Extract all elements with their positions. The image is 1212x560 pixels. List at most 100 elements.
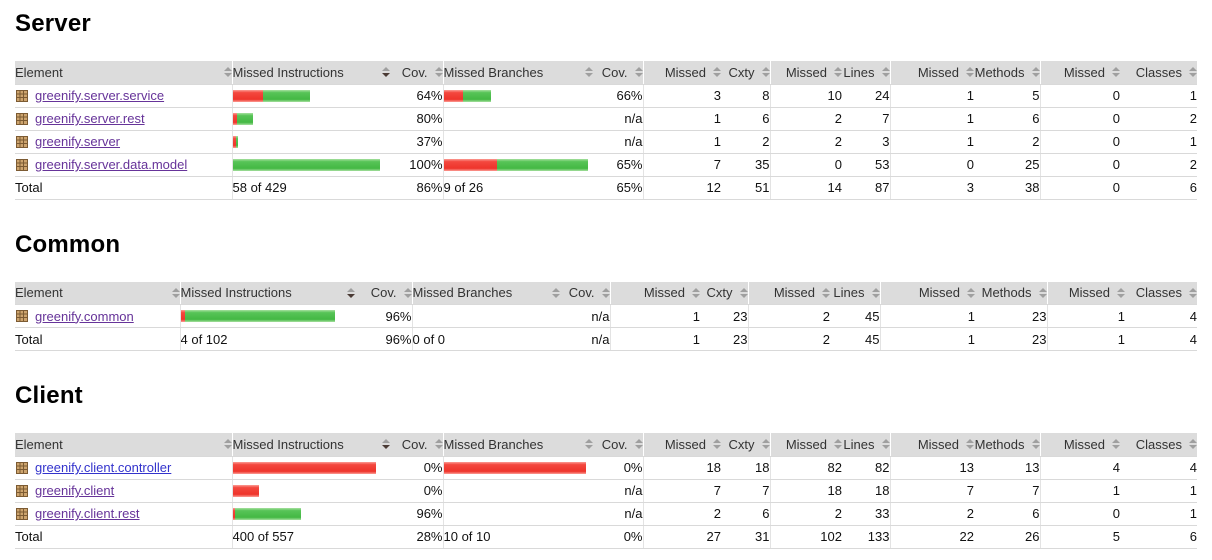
- total-missed-instructions: 4 of 102: [179, 327, 355, 351]
- total-row: Total 58 of 429 86% 9 of 26 65% 12 51 14…: [15, 176, 1197, 200]
- total-row: Total 400 of 557 28% 10 of 10 0% 27 31 1…: [15, 525, 1197, 549]
- total-missed-lines: 2: [747, 327, 830, 351]
- col-header-classes[interactable]: Classes: [1120, 433, 1197, 457]
- col-header-missed-branches[interactable]: Missed Branches: [411, 281, 560, 305]
- col-header-cxty[interactable]: Cxty: [700, 281, 748, 305]
- total-missed-branches: 9 of 26: [442, 176, 593, 200]
- package-link[interactable]: greenify.client.rest: [35, 506, 140, 521]
- sort-icon: [1117, 287, 1125, 298]
- col-header-missed-classes[interactable]: Missed: [1046, 281, 1125, 305]
- branches-coverage-cell: 0%: [593, 456, 643, 480]
- methods-cell: 6: [974, 107, 1040, 131]
- cxty-cell: 18: [721, 456, 770, 480]
- total-missed-instructions: 58 of 429: [231, 176, 390, 200]
- sort-icon: [967, 287, 975, 298]
- col-header-cxty[interactable]: Cxty: [721, 433, 770, 457]
- missed-branches-bar: [442, 153, 593, 177]
- package-link[interactable]: greenify.common: [35, 308, 134, 324]
- package-link[interactable]: greenify.client.controller: [35, 460, 172, 475]
- col-header-cov-branches[interactable]: Cov.: [593, 433, 643, 457]
- missed-instructions-bar: [231, 502, 390, 526]
- col-header-missed-instructions[interactable]: Missed Instructions: [231, 433, 390, 457]
- col-header-methods[interactable]: Methods: [974, 433, 1040, 457]
- missed-instructions-bar: [231, 479, 390, 503]
- section-client: Client Element Missed Instructions Cov. …: [15, 384, 1197, 549]
- package-link[interactable]: greenify.client: [35, 483, 115, 498]
- lines-cell: 82: [842, 456, 890, 480]
- total-instructions-coverage: 86%: [390, 176, 443, 200]
- missed-branches-bar: [411, 304, 560, 328]
- cxty-cell: 23: [700, 304, 748, 328]
- total-classes: 6: [1120, 176, 1197, 200]
- col-header-missed-methods[interactable]: Missed: [889, 433, 974, 457]
- lines-cell: 33: [842, 502, 890, 526]
- col-header-classes[interactable]: Classes: [1120, 61, 1197, 85]
- col-header-missed-lines[interactable]: Missed: [769, 61, 842, 85]
- col-header-lines[interactable]: Lines: [842, 433, 890, 457]
- classes-cell: 1: [1120, 502, 1197, 526]
- col-header-missed-branches[interactable]: Missed Branches: [442, 433, 593, 457]
- col-header-cxty[interactable]: Cxty: [721, 61, 770, 85]
- instructions-coverage-cell: 96%: [390, 502, 443, 526]
- col-header-classes[interactable]: Classes: [1125, 281, 1197, 305]
- col-header-cov-branches[interactable]: Cov.: [593, 61, 643, 85]
- col-header-missed-classes[interactable]: Missed: [1039, 61, 1120, 85]
- missed-classes-cell: 0: [1039, 153, 1120, 177]
- missed-instructions-bar: [231, 130, 390, 154]
- col-header-missed-lines[interactable]: Missed: [769, 433, 842, 457]
- sort-desc-icon: [347, 287, 355, 298]
- missed-classes-cell: 1: [1039, 479, 1120, 503]
- col-header-missed-cxty[interactable]: Missed: [609, 281, 700, 305]
- sort-icon: [403, 287, 412, 298]
- missed-instructions-bar: [231, 153, 390, 177]
- col-header-element[interactable]: Element: [15, 61, 232, 85]
- col-header-element[interactable]: Element: [15, 281, 180, 305]
- total-lines: 133: [842, 525, 890, 549]
- branches-coverage-cell: n/a: [560, 304, 610, 328]
- missed-methods-cell: 2: [889, 502, 974, 526]
- col-header-missed-instructions[interactable]: Missed Instructions: [231, 61, 390, 85]
- total-cxty: 23: [700, 327, 748, 351]
- branches-coverage-cell: 65%: [593, 153, 643, 177]
- missed-cxty-cell: 7: [642, 479, 721, 503]
- missed-methods-cell: 13: [889, 456, 974, 480]
- col-header-missed-classes[interactable]: Missed: [1039, 433, 1120, 457]
- package-link[interactable]: greenify.server.rest: [35, 111, 145, 126]
- col-header-cov-branches[interactable]: Cov.: [560, 281, 610, 305]
- sort-icon: [966, 67, 974, 78]
- col-header-element[interactable]: Element: [15, 433, 232, 457]
- branches-coverage-cell: n/a: [593, 502, 643, 526]
- table-row: greenify.server.data.model 100% 65% 7 35…: [15, 153, 1197, 177]
- col-header-missed-branches[interactable]: Missed Branches: [442, 61, 593, 85]
- col-header-cov-instructions[interactable]: Cov.: [390, 61, 443, 85]
- col-header-missed-methods[interactable]: Missed: [889, 61, 974, 85]
- package-icon: [16, 507, 28, 520]
- col-header-missed-cxty[interactable]: Missed: [642, 61, 721, 85]
- instructions-coverage-cell: 80%: [390, 107, 443, 131]
- col-header-cov-instructions[interactable]: Cov.: [390, 433, 443, 457]
- col-header-cov-instructions[interactable]: Cov.: [355, 281, 412, 305]
- package-icon: [16, 112, 28, 125]
- col-header-missed-methods[interactable]: Missed: [879, 281, 975, 305]
- col-header-lines[interactable]: Lines: [830, 281, 880, 305]
- col-header-missed-lines[interactable]: Missed: [747, 281, 830, 305]
- total-missed-classes: 5: [1039, 525, 1120, 549]
- package-link[interactable]: greenify.server: [35, 134, 121, 149]
- col-header-missed-cxty[interactable]: Missed: [642, 433, 721, 457]
- missed-cxty-cell: 3: [642, 84, 721, 108]
- col-header-methods[interactable]: Methods: [974, 61, 1040, 85]
- total-classes: 4: [1125, 327, 1197, 351]
- missed-cxty-cell: 1: [609, 304, 700, 328]
- missed-classes-cell: 1: [1046, 304, 1125, 328]
- col-header-missed-instructions[interactable]: Missed Instructions: [179, 281, 355, 305]
- methods-cell: 7: [974, 479, 1040, 503]
- missed-lines-cell: 2: [747, 304, 830, 328]
- col-header-lines[interactable]: Lines: [842, 61, 890, 85]
- package-link[interactable]: greenify.server.data.model: [35, 157, 188, 172]
- package-link[interactable]: greenify.server.service: [35, 88, 165, 103]
- total-missed-classes: 0: [1039, 176, 1120, 200]
- missed-cxty-cell: 2: [642, 502, 721, 526]
- total-cxty: 51: [721, 176, 770, 200]
- total-methods: 38: [974, 176, 1040, 200]
- col-header-methods[interactable]: Methods: [975, 281, 1047, 305]
